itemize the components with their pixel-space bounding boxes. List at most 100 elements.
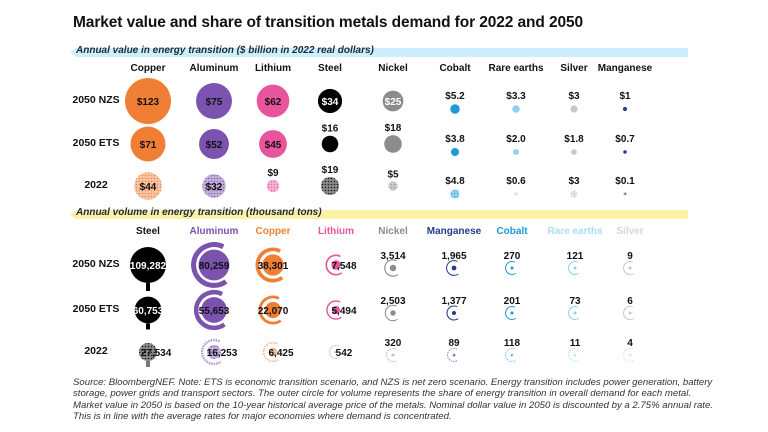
chart-title: Market value and share of transition met… (73, 14, 584, 31)
footnote: Source: BloombergNEF. Note: ETS is econo… (73, 377, 713, 423)
value-section-banner-label-wrap: Annual value in energy transition ($ bil… (70, 45, 688, 57)
volume-share-ring (255, 247, 284, 283)
value-bubble (571, 149, 577, 155)
volume-data-label: 320 (385, 338, 402, 349)
volume-share-ring (446, 260, 459, 276)
value-data-label: $4.8 (445, 176, 465, 187)
volume-column-header: Rare earths (547, 226, 603, 237)
volume-share-ring (623, 348, 635, 362)
volume-data-label: 60,753 (133, 306, 164, 317)
volume-data-label: 11 (570, 338, 581, 349)
value-section-label: Annual value in energy transition ($ bil… (76, 45, 374, 56)
volume-share-ring (258, 295, 282, 325)
volume-share-ring (200, 338, 222, 366)
value-data-label: $3 (568, 176, 580, 187)
value-column-header: Lithium (254, 63, 292, 74)
volume-column-header: Steel (136, 226, 160, 237)
volume-bubble (391, 353, 395, 357)
volume-share-ring (191, 242, 228, 288)
volume-bubble (510, 311, 514, 315)
volume-data-label: 1,377 (441, 296, 466, 307)
value-data-label: $2.0 (506, 134, 526, 145)
volume-bubble (390, 310, 396, 316)
volume-share-stem (146, 323, 150, 330)
value-data-label: $3.3 (506, 91, 526, 102)
value-bubble (266, 179, 280, 193)
value-bubble (622, 106, 628, 112)
volume-bubble (262, 254, 284, 276)
volume-bubble (628, 353, 632, 357)
volume-bubble (207, 345, 221, 359)
volume-share-ring (623, 261, 635, 275)
volume-bubble (573, 353, 577, 357)
value-bubble (134, 172, 162, 200)
volume-data-label: 201 (504, 296, 521, 307)
volume-bubble (130, 247, 166, 283)
value-row-label: 2050 NZS (72, 94, 120, 106)
value-bubble (321, 135, 339, 153)
volume-data-label: 38,301 (258, 261, 289, 272)
value-bubble (450, 189, 460, 199)
volume-bubble (573, 266, 577, 270)
volume-share-ring (446, 305, 459, 321)
value-data-label: $3.8 (445, 134, 465, 145)
volume-share-stem (146, 283, 150, 291)
volume-bubble (134, 296, 162, 324)
value-column-header: Copper (130, 63, 166, 74)
volume-data-label: 121 (567, 251, 584, 262)
volume-share-stem (146, 361, 150, 368)
volume-data-label: 3,514 (380, 251, 405, 262)
volume-data-label: 73 (569, 296, 581, 307)
volume-data-label: 109,282 (130, 261, 167, 272)
value-row-label: 2022 (84, 179, 108, 191)
volume-share-ring (568, 306, 580, 320)
volume-column-header: Copper (255, 226, 291, 237)
value-column-header: Silver (560, 63, 588, 74)
value-column-header: Rare earths (488, 63, 544, 74)
value-data-label: $3 (568, 91, 580, 102)
volume-data-label: 16,253 (207, 348, 238, 359)
volume-column-header: Silver (616, 226, 644, 237)
value-bubble (512, 105, 520, 113)
volume-data-label: 80,259 (199, 261, 230, 272)
value-column-header: Cobalt (439, 63, 471, 74)
volume-row-label: 2050 ETS (72, 303, 120, 315)
volume-data-label: 5,494 (331, 306, 356, 317)
volume-data-label: 22,070 (258, 306, 289, 317)
value-bubble (196, 83, 232, 119)
value-bubble (199, 129, 229, 159)
volume-share-ring (568, 261, 580, 275)
value-bubble (259, 130, 287, 158)
volume-bubble (268, 347, 278, 357)
volume-share-ring (384, 259, 399, 277)
volume-data-label: 542 (336, 348, 353, 359)
value-data-label: $75 (206, 97, 223, 108)
volume-share-ring (505, 348, 517, 362)
value-data-label: $32 (206, 182, 223, 193)
volume-section-label: Annual volume in energy transition (thou… (76, 207, 322, 218)
value-column-header: Aluminum (189, 63, 239, 74)
value-bubble (202, 174, 226, 198)
volume-share-ring (329, 345, 341, 359)
volume-bubble (452, 353, 456, 357)
volume-column-header: Cobalt (496, 226, 528, 237)
value-data-label: $44 (140, 182, 157, 193)
volume-column-header: Nickel (378, 226, 408, 237)
value-bubble (570, 105, 578, 113)
volume-share-ring (384, 304, 398, 322)
value-row-label: 2050 ETS (72, 137, 120, 149)
volume-bubble (389, 264, 397, 272)
volume-share-ring (505, 261, 517, 275)
value-bubble (384, 135, 402, 153)
volume-bubble (198, 249, 230, 281)
volume-bubble (264, 301, 282, 319)
volume-bubble (201, 297, 227, 323)
value-data-label: $9 (267, 168, 279, 179)
value-data-label: $5.2 (445, 91, 465, 102)
volume-data-label: 9 (627, 251, 633, 262)
volume-data-label: 6 (627, 296, 633, 307)
value-bubble (130, 126, 166, 162)
volume-row-label: 2022 (84, 345, 108, 357)
volume-bubble (334, 350, 338, 354)
value-data-label: $19 (322, 165, 339, 176)
